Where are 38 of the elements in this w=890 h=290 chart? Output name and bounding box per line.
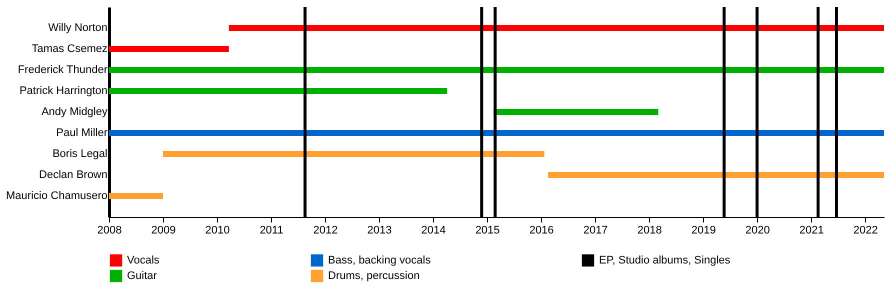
x-tick-label: 2015 bbox=[475, 224, 500, 236]
bar bbox=[228, 25, 884, 31]
y-tick-label: Mauricio Chamusero bbox=[6, 190, 108, 202]
x-tick-label: 2010 bbox=[205, 224, 230, 236]
bar bbox=[548, 172, 884, 178]
legend-label: Drums, percussion bbox=[328, 270, 420, 282]
y-tick-label: Frederick Thunder bbox=[18, 64, 108, 76]
x-tick-label: 2013 bbox=[367, 224, 392, 236]
x-tick-label: 2019 bbox=[691, 224, 716, 236]
y-tick-label: Willy Norton bbox=[48, 22, 108, 34]
bar bbox=[163, 151, 544, 157]
bar bbox=[109, 193, 164, 199]
bar bbox=[109, 67, 884, 73]
x-tick-label: 2017 bbox=[583, 224, 608, 236]
x-tick-label: 2009 bbox=[151, 224, 176, 236]
legend-label: Bass, backing vocals bbox=[328, 254, 432, 266]
x-tick-label: 2016 bbox=[529, 224, 554, 236]
bar bbox=[109, 88, 448, 94]
y-tick-label: Declan Brown bbox=[39, 169, 108, 181]
x-tick-label: 2022 bbox=[853, 224, 878, 236]
x-tick-label: 2011 bbox=[260, 224, 284, 236]
x-tick-label: 2021 bbox=[799, 224, 824, 236]
y-tick-label: Andy Midgley bbox=[41, 106, 108, 118]
bar bbox=[109, 46, 229, 52]
x-tick-label: 2008 bbox=[97, 224, 122, 236]
legend-label: Vocals bbox=[127, 254, 160, 266]
y-tick-label: Boris Legal bbox=[52, 148, 108, 160]
bar bbox=[494, 109, 658, 115]
x-tick-label: 2018 bbox=[637, 224, 662, 236]
legend-label: EP, Studio albums, Singles bbox=[599, 254, 731, 266]
y-tick-label: Tamas Csemez bbox=[32, 43, 108, 55]
x-tick-label: 2012 bbox=[313, 224, 338, 236]
x-tick-label: 2014 bbox=[421, 224, 446, 236]
legend-label: Guitar bbox=[127, 270, 158, 282]
y-tick-label: Patrick Harrington bbox=[19, 85, 108, 97]
y-tick-label: Paul Miller bbox=[56, 127, 108, 139]
bar bbox=[109, 130, 884, 136]
x-tick-label: 2020 bbox=[745, 224, 770, 236]
